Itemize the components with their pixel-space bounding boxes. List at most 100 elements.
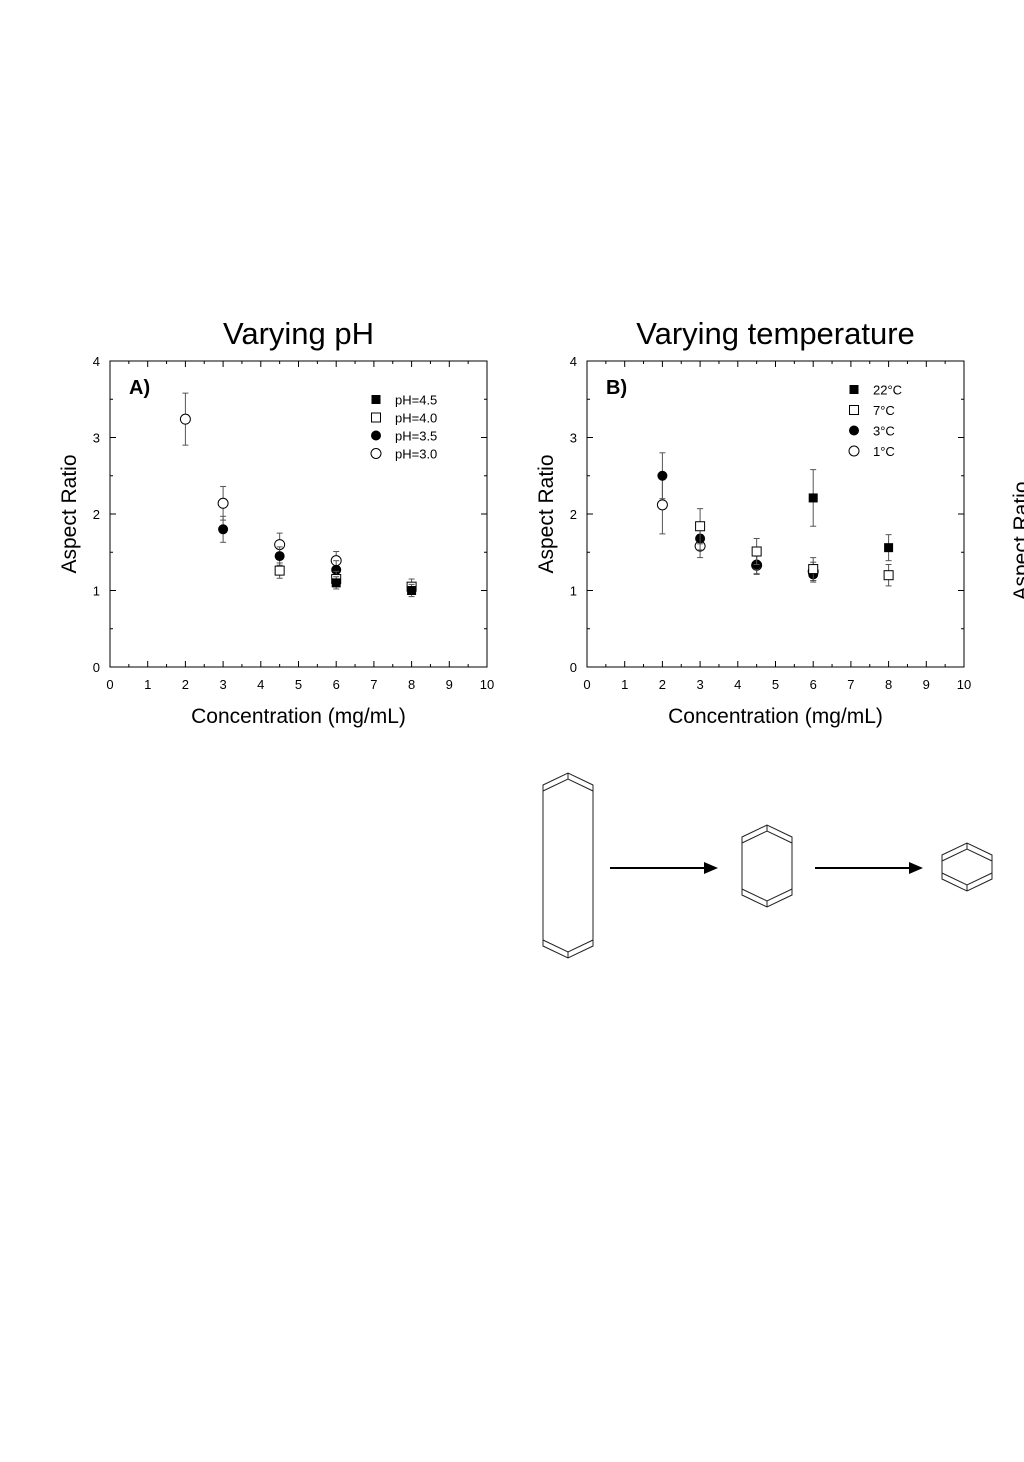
series-ph-4-5 <box>331 576 417 598</box>
x-tick-label: 4 <box>257 677 264 692</box>
y-tick-label: 0 <box>570 660 577 675</box>
chart-title: Varying temperature <box>636 316 915 351</box>
series-22-c <box>808 469 894 562</box>
legend-marker-7-c <box>849 405 859 415</box>
legend-marker-ph-3-5 <box>371 430 381 441</box>
x-tick-label: 6 <box>810 677 817 692</box>
hexagonal-prism <box>941 842 993 892</box>
legend-label-7-c: 7°C <box>873 403 895 418</box>
arrow-1-head <box>704 862 718 874</box>
hexagonal-prism <box>542 772 594 959</box>
chart-varying-ph: Varying pH A) 0 1 2 3 4 5 6 7 8 9 10 0 1 2 3 4 Concentrati… <box>58 316 494 728</box>
data-point <box>218 524 229 535</box>
x-tick-label: 10 <box>957 677 971 692</box>
data-point <box>407 586 417 595</box>
x-tick-label: 1 <box>144 677 151 692</box>
y-tick-label: 4 <box>570 354 577 369</box>
prism-top-face-edge <box>741 830 793 844</box>
x-tick-label: 9 <box>446 677 453 692</box>
x-tick-label: 3 <box>219 677 226 692</box>
data-point <box>179 413 191 425</box>
x-tick-label: 10 <box>480 677 494 692</box>
data-point <box>695 521 706 532</box>
x-tick-label: 6 <box>333 677 340 692</box>
legend-marker-ph-4-0 <box>371 412 381 423</box>
legend: 22°C 7°C 3°C 1°C <box>848 383 902 459</box>
crystal-shape-diagram <box>542 772 993 959</box>
y-tick-label: 4 <box>93 354 100 369</box>
prism-bottom-face-edge <box>941 872 993 886</box>
series-1-c <box>656 475 819 582</box>
y-tick-label: 2 <box>570 507 577 522</box>
x-tick-label: 0 <box>583 677 590 692</box>
x-tick-label: 5 <box>772 677 779 692</box>
data-point <box>274 565 285 576</box>
legend-marker-22-c <box>849 385 859 394</box>
legend-label-ph-4-0: pH=4.0 <box>395 411 437 426</box>
data-point <box>656 499 668 511</box>
prism-bottom-face-edge <box>542 939 594 953</box>
x-tick-label: 7 <box>370 677 377 692</box>
legend-label-22-c: 22°C <box>873 383 902 398</box>
x-tick-label: 8 <box>885 677 892 692</box>
legend-label-ph-3-0: pH=3.0 <box>395 447 437 462</box>
y-tick-label: 2 <box>93 507 100 522</box>
legend-label-3-c: 3°C <box>873 424 895 439</box>
data-point <box>884 543 894 553</box>
data-point <box>808 493 818 503</box>
legend-marker-1-c <box>848 445 860 457</box>
y-tick-label: 3 <box>570 431 577 446</box>
hexagonal-prism <box>741 824 793 908</box>
series-ph-3-5 <box>218 515 342 580</box>
data-point <box>331 578 341 588</box>
data-point <box>657 470 668 481</box>
prism-top-face-edge <box>542 778 594 792</box>
chart-title: Varying pH <box>223 316 374 351</box>
y-tick-label: 0 <box>93 660 100 675</box>
prism-outline <box>741 824 793 908</box>
x-tick-label: 1 <box>621 677 628 692</box>
plot-frame <box>586 360 965 668</box>
data-point <box>751 546 762 557</box>
series-ph-3-0 <box>179 392 342 571</box>
panel-label: A) <box>129 377 150 399</box>
legend-label-ph-4-5: pH=4.5 <box>395 393 437 408</box>
legend-marker-ph-4-5 <box>371 395 381 404</box>
legend-marker-3-c <box>849 425 859 436</box>
legend-label-1-c: 1°C <box>873 444 895 459</box>
x-tick-label: 3 <box>696 677 703 692</box>
arrow-2-head <box>909 862 923 874</box>
legend-marker-ph-3-0 <box>370 448 382 459</box>
legend: pH=4.5 pH=4.0 pH=3.5 pH=3.0 <box>370 393 437 462</box>
x-axis-label: Concentration (mg/mL) <box>668 705 883 728</box>
series-7-c <box>695 508 894 587</box>
x-tick-label: 9 <box>923 677 930 692</box>
prism-bottom-face-edge <box>741 888 793 902</box>
data-point <box>808 564 819 575</box>
prism-top-face-edge <box>941 848 993 862</box>
data-point <box>331 564 342 575</box>
y-tick-label: 3 <box>93 431 100 446</box>
chart-varying-temperature: Varying temperature B) 0 1 2 3 4 5 6 7 8 9 10 0 1 2 3 4 Co… <box>535 316 971 728</box>
x-tick-label: 4 <box>734 677 741 692</box>
x-tick-label: 5 <box>295 677 302 692</box>
prism-outline <box>941 842 993 892</box>
panel-label: B) <box>606 377 627 399</box>
data-point <box>883 570 894 581</box>
x-tick-label: 2 <box>659 677 666 692</box>
y-tick-label: 1 <box>93 584 100 599</box>
series-3-c <box>657 452 819 583</box>
x-tick-label: 2 <box>182 677 189 692</box>
y-axis-label: Aspect Ratio <box>58 454 81 573</box>
x-axis-label: Concentration (mg/mL) <box>191 705 406 728</box>
x-tick-label: 8 <box>408 677 415 692</box>
partial-y-axis-label: Aspect Ratio <box>1010 481 1024 600</box>
y-tick-label: 1 <box>570 584 577 599</box>
y-axis-label: Aspect Ratio <box>535 454 558 573</box>
series-ph-4-0 <box>274 562 417 595</box>
x-tick-label: 7 <box>847 677 854 692</box>
data-point <box>217 497 229 509</box>
prism-outline <box>542 772 594 959</box>
legend-label-ph-3-5: pH=3.5 <box>395 429 437 444</box>
